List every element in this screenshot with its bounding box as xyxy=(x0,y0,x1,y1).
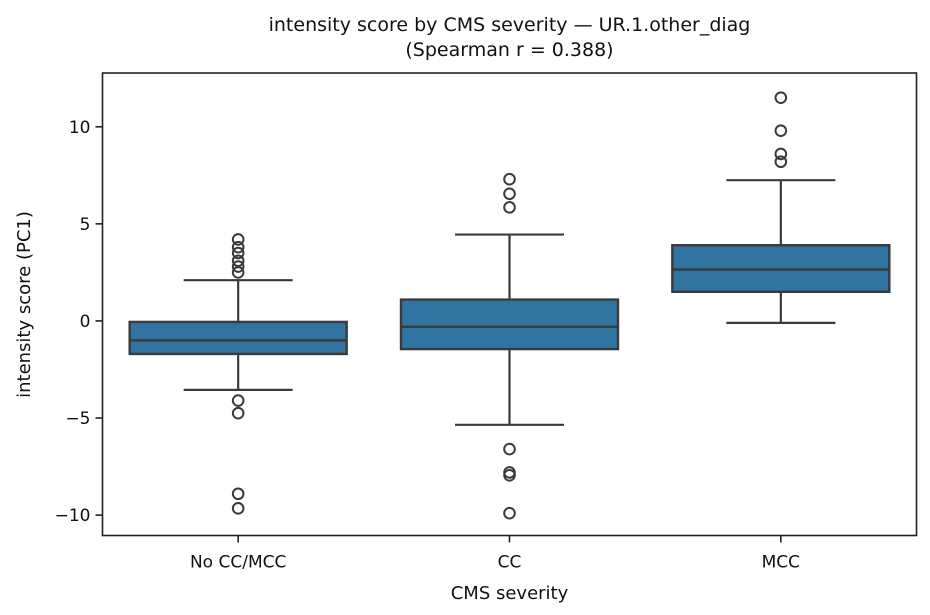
outlier-point xyxy=(231,260,245,273)
outlier-point xyxy=(503,201,516,214)
y-tick-label: 10 xyxy=(69,118,91,138)
outlier-point xyxy=(231,502,245,515)
y-tick-label: −10 xyxy=(55,506,91,526)
outlier-point xyxy=(231,246,245,260)
y-axis-label: intensity score (PC1) xyxy=(14,211,35,398)
box xyxy=(399,298,620,351)
y-tick-label: 0 xyxy=(80,312,91,332)
outlier-point xyxy=(503,172,516,186)
x-axis-label: CMS severity xyxy=(451,583,569,604)
box xyxy=(128,320,348,356)
outlier-point xyxy=(231,406,245,420)
outlier-point xyxy=(774,91,788,104)
x-tick-label: MCC xyxy=(762,553,800,573)
outlier-point xyxy=(231,266,245,279)
plot-area: −10 −5 0 5 10 No CC/MCC CC MCC xyxy=(55,72,918,573)
outlier-point xyxy=(231,233,245,246)
chart-title: intensity score by CMS severity — UR.1.o… xyxy=(269,14,751,36)
outlier-point xyxy=(503,469,516,482)
outlier-point xyxy=(503,506,516,520)
y-tick-label: 5 xyxy=(80,215,91,235)
outlier-point xyxy=(774,124,788,137)
outlier-point xyxy=(231,254,245,268)
x-tick-label: No CC/MCC xyxy=(190,553,286,573)
chart-subtitle: (Spearman r = 0.388) xyxy=(405,39,613,61)
outlier-point xyxy=(503,442,516,456)
outlier-point xyxy=(774,155,788,169)
outlier-point xyxy=(231,487,245,501)
outlier-point xyxy=(774,147,788,161)
outlier-point xyxy=(231,394,245,407)
y-tick-label: −5 xyxy=(65,409,90,429)
x-tick-label: CC xyxy=(498,553,522,573)
outlier-point xyxy=(231,240,245,254)
outlier-point xyxy=(503,187,516,201)
